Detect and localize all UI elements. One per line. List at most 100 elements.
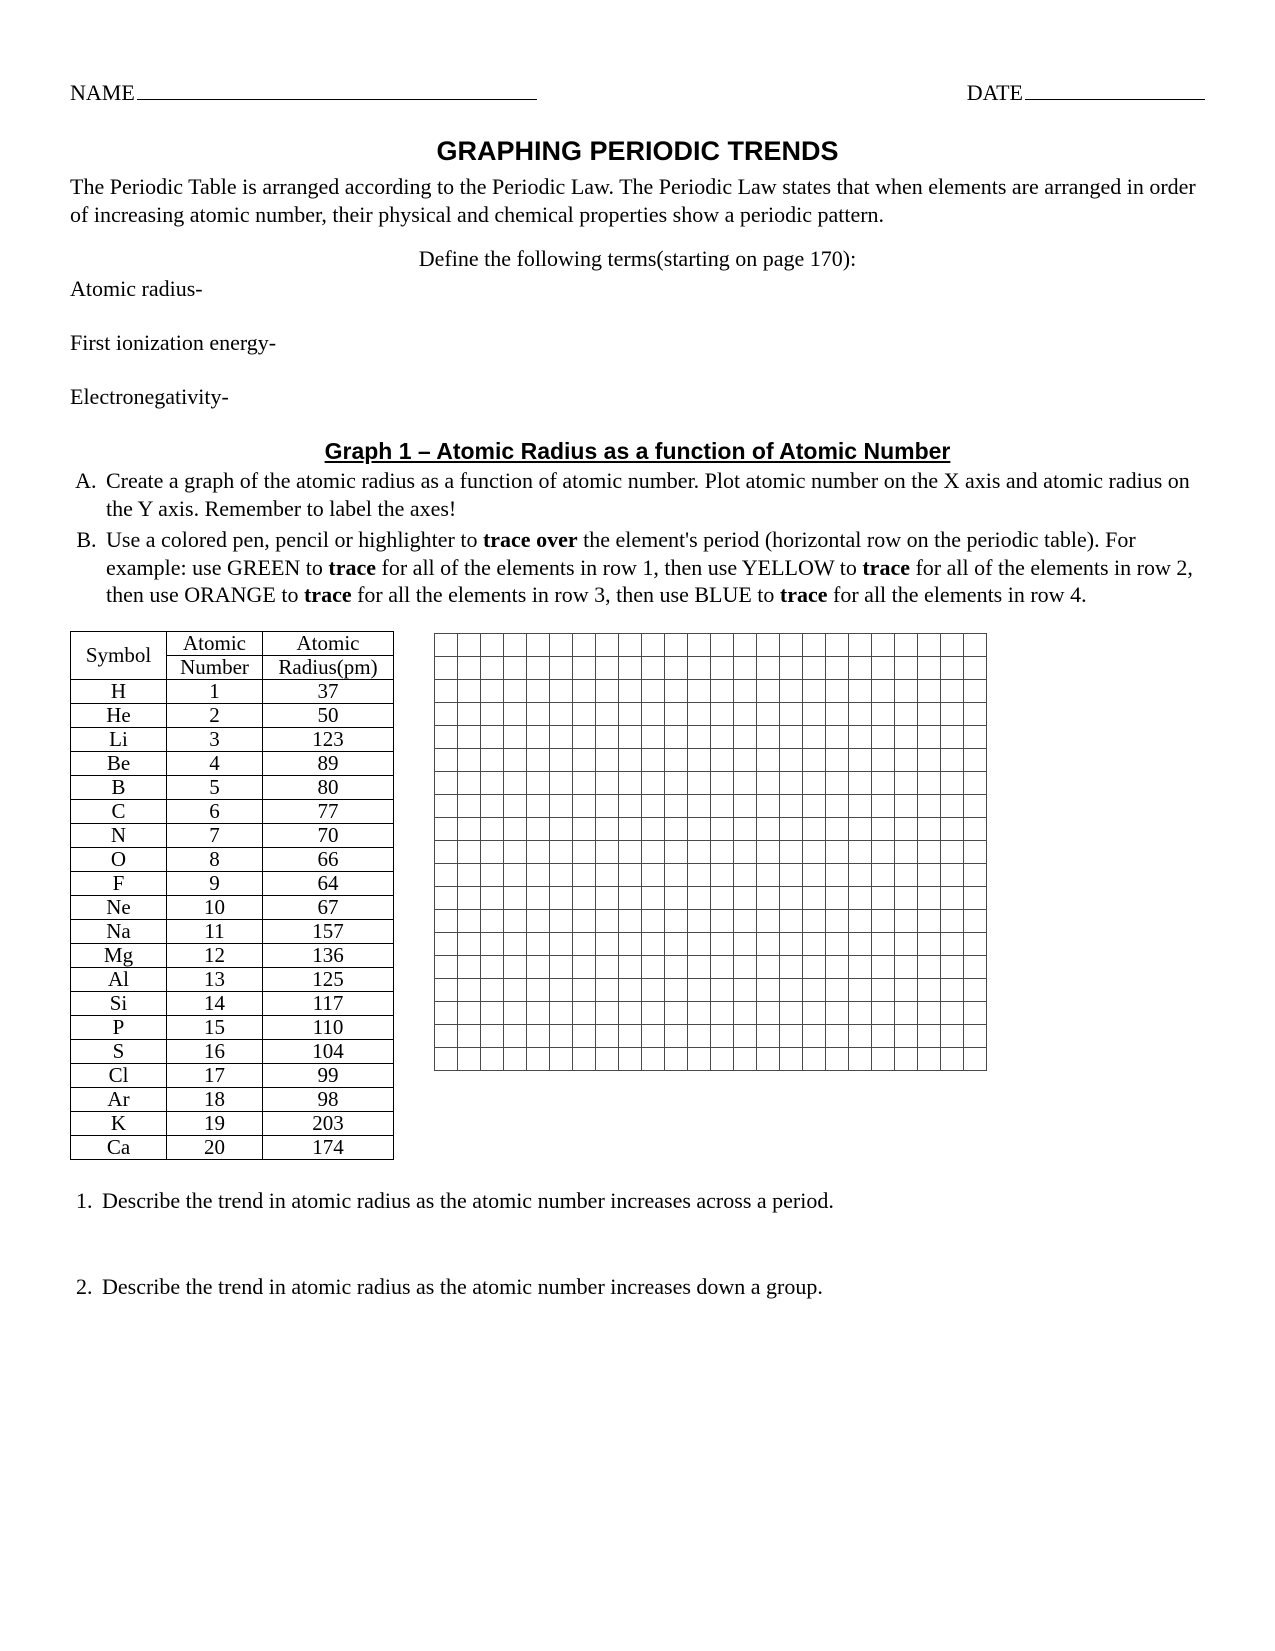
grid-cell xyxy=(757,886,780,909)
grid-cell xyxy=(964,1024,987,1047)
cell-atomic-number: 6 xyxy=(167,799,263,823)
grid-cell xyxy=(596,932,619,955)
grid-cell xyxy=(688,978,711,1001)
grid-cell xyxy=(849,932,872,955)
cell-symbol: Si xyxy=(71,991,167,1015)
grid-row xyxy=(435,633,987,656)
grid-cell xyxy=(849,633,872,656)
grid-cell xyxy=(642,748,665,771)
grid-cell xyxy=(780,725,803,748)
grid-cell xyxy=(481,932,504,955)
grid-cell xyxy=(918,748,941,771)
grid-cell xyxy=(527,794,550,817)
grid-cell xyxy=(527,955,550,978)
grid-cell xyxy=(964,725,987,748)
questions-list: Describe the trend in atomic radius as t… xyxy=(70,1188,1205,1300)
grid-cell xyxy=(435,955,458,978)
grid-cell xyxy=(849,771,872,794)
grid-row xyxy=(435,817,987,840)
th-atomic-num-2: Number xyxy=(167,655,263,679)
grid-cell xyxy=(757,840,780,863)
table-row: O866 xyxy=(71,847,394,871)
grid-cell xyxy=(849,863,872,886)
grid-cell xyxy=(596,794,619,817)
cell-atomic-number: 20 xyxy=(167,1135,263,1159)
grid-cell xyxy=(527,840,550,863)
grid-cell xyxy=(642,771,665,794)
grid-cell xyxy=(619,863,642,886)
grid-cell xyxy=(964,633,987,656)
grid-cell xyxy=(941,633,964,656)
grid-cell xyxy=(757,955,780,978)
grid-cell xyxy=(527,1047,550,1070)
grid-cell xyxy=(573,656,596,679)
grid-cell xyxy=(619,633,642,656)
grid-cell xyxy=(849,1001,872,1024)
grid-cell xyxy=(918,702,941,725)
grid-cell xyxy=(619,794,642,817)
grid-cell xyxy=(458,1024,481,1047)
grid-cell xyxy=(458,932,481,955)
grid-cell xyxy=(872,702,895,725)
grid-cell xyxy=(665,886,688,909)
grid-cell xyxy=(964,909,987,932)
cell-symbol: S xyxy=(71,1039,167,1063)
grid-cell xyxy=(941,817,964,840)
grid-cell xyxy=(780,794,803,817)
table-row: P15110 xyxy=(71,1015,394,1039)
grid-cell xyxy=(826,702,849,725)
cell-atomic-radius: 70 xyxy=(263,823,394,847)
grid-cell xyxy=(826,863,849,886)
grid-cell xyxy=(458,978,481,1001)
grid-cell xyxy=(964,1001,987,1024)
grid-cell xyxy=(803,978,826,1001)
grid-cell xyxy=(458,771,481,794)
grid-row xyxy=(435,771,987,794)
grid-cell xyxy=(826,656,849,679)
grid-cell xyxy=(711,840,734,863)
grid-cell xyxy=(895,748,918,771)
grid-cell xyxy=(964,886,987,909)
cell-atomic-number: 18 xyxy=(167,1087,263,1111)
grid-cell xyxy=(734,909,757,932)
grid-cell xyxy=(734,633,757,656)
grid-cell xyxy=(849,702,872,725)
grid-cell xyxy=(458,840,481,863)
grid-cell xyxy=(481,794,504,817)
grid-cell xyxy=(964,679,987,702)
grid-cell xyxy=(780,771,803,794)
grid-cell xyxy=(803,1001,826,1024)
grid-cell xyxy=(688,702,711,725)
grid-cell xyxy=(527,932,550,955)
cell-symbol: C xyxy=(71,799,167,823)
grid-cell xyxy=(435,679,458,702)
grid-cell xyxy=(964,840,987,863)
name-blank-line xyxy=(137,95,537,100)
cell-atomic-radius: 203 xyxy=(263,1111,394,1135)
grid-cell xyxy=(481,748,504,771)
grid-cell xyxy=(435,748,458,771)
grid-cell xyxy=(642,955,665,978)
grid-cell xyxy=(504,886,527,909)
atomic-data-table: Symbol Atomic Atomic Number Radius(pm) H… xyxy=(70,631,394,1160)
data-table-body: H137He250Li3123Be489B580C677N770O866F964… xyxy=(71,679,394,1159)
graph-grid-body xyxy=(435,633,987,1070)
grid-cell xyxy=(573,679,596,702)
cell-symbol: H xyxy=(71,679,167,703)
grid-cell xyxy=(573,702,596,725)
grid-cell xyxy=(895,932,918,955)
header-row: NAME DATE xyxy=(70,80,1205,106)
grid-cell xyxy=(941,1001,964,1024)
grid-cell xyxy=(941,702,964,725)
grid-cell xyxy=(504,1024,527,1047)
grid-cell xyxy=(780,1047,803,1070)
cell-atomic-radius: 125 xyxy=(263,967,394,991)
grid-cell xyxy=(596,817,619,840)
grid-row xyxy=(435,656,987,679)
page-title: GRAPHING PERIODIC TRENDS xyxy=(70,136,1205,167)
grid-cell xyxy=(435,886,458,909)
grid-cell xyxy=(688,633,711,656)
grid-cell xyxy=(734,679,757,702)
grid-cell xyxy=(573,725,596,748)
cell-atomic-number: 5 xyxy=(167,775,263,799)
